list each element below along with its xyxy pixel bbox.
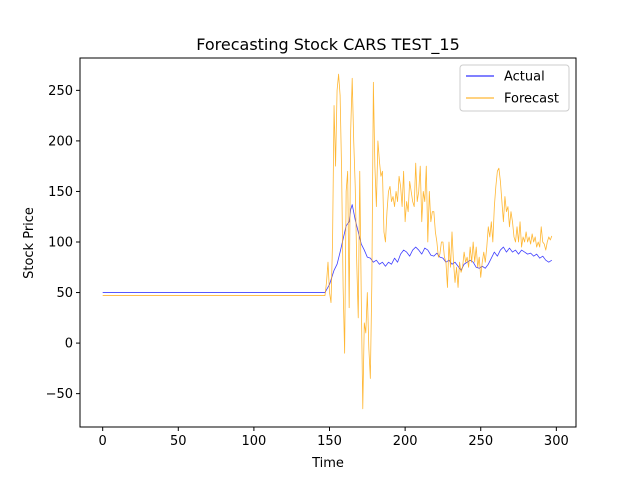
legend-box xyxy=(459,64,570,112)
y-tick-label: 250 xyxy=(48,84,73,99)
chart-title: Forecasting Stock CARS TEST_15 xyxy=(196,35,460,55)
plot-frame xyxy=(79,57,577,428)
x-tick-label: 250 xyxy=(468,434,493,449)
series-line-forecast xyxy=(102,73,553,410)
legend-label-forecast: Forecast xyxy=(504,92,559,107)
y-tick-label: 0 xyxy=(65,337,73,352)
x-tick-label: 150 xyxy=(317,434,342,449)
x-axis: 0 50 100 150 200 250 300 xyxy=(99,427,569,449)
y-tick-label: 50 xyxy=(56,286,73,301)
legend: Actual Forecast xyxy=(459,64,570,112)
x-tick-label: 300 xyxy=(544,434,569,449)
x-tick-label: 200 xyxy=(393,434,418,449)
y-tick-label: 200 xyxy=(48,134,73,149)
x-tick-label: 50 xyxy=(170,434,187,449)
y-axis-label: Stock Price xyxy=(22,207,37,279)
y-axis: −50 0 50 100 150 200 250 xyxy=(46,84,80,402)
legend-label-actual: Actual xyxy=(504,70,545,85)
x-tick-label: 100 xyxy=(241,434,266,449)
y-tick-label: 100 xyxy=(48,235,73,250)
plot-area xyxy=(102,73,553,410)
y-tick-label: −50 xyxy=(46,387,73,402)
y-tick-label: 150 xyxy=(48,185,73,200)
x-tick-label: 0 xyxy=(99,434,107,449)
x-axis-label: Time xyxy=(311,456,344,471)
